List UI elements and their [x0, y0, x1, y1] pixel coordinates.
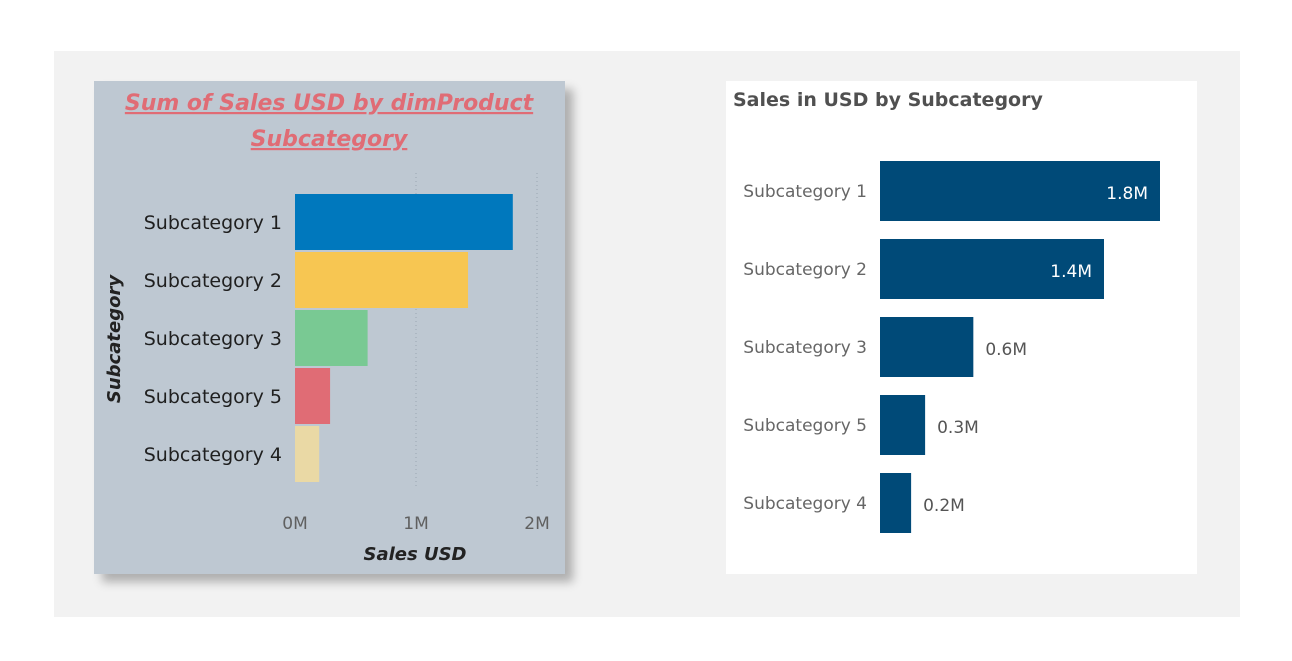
- chart-title-line-1: Sum of Sales USD by dimProduct: [125, 91, 535, 116]
- category-label: Subcategory 1: [144, 212, 282, 234]
- category-label: Subcategory 2: [743, 260, 867, 280]
- category-label: Subcategory 1: [743, 182, 867, 202]
- category-label: Subcategory 5: [743, 416, 867, 436]
- category-label: Subcategory 2: [144, 270, 282, 292]
- chart-title-line-2: Subcategory: [251, 127, 409, 152]
- bar[interactable]: [295, 368, 331, 424]
- sales-by-subcategory-chart-left[interactable]: Sum of Sales USD by dimProduct Subcategor…: [94, 81, 565, 574]
- category-label: Subcategory 3: [144, 328, 282, 350]
- category-label: Subcategory 4: [743, 494, 867, 514]
- data-label: 1.8M: [1106, 184, 1148, 204]
- category-label: Subcategory 4: [144, 444, 282, 466]
- bar[interactable]: [880, 395, 926, 455]
- sales-by-subcategory-chart-right[interactable]: Sales in USD by Subcategory Subcategory 1…: [726, 81, 1197, 574]
- category-label: Subcategory 5: [144, 386, 282, 408]
- chart-title: Sales in USD by Subcategory: [733, 89, 1043, 111]
- x-tick-label: 0M: [282, 514, 307, 534]
- category-label: Subcategory 3: [743, 338, 867, 358]
- x-tick-label: 2M: [524, 514, 549, 534]
- bar[interactable]: [880, 473, 912, 533]
- bar[interactable]: [880, 161, 1160, 221]
- bar[interactable]: [295, 194, 513, 250]
- bar[interactable]: [295, 426, 320, 482]
- data-label: 1.4M: [1050, 262, 1092, 282]
- data-label: 0.3M: [937, 418, 979, 438]
- x-axis-title: Sales USD: [364, 544, 467, 565]
- data-label: 0.2M: [923, 496, 965, 516]
- y-axis-title: Subcategory: [104, 274, 125, 403]
- bar[interactable]: [295, 252, 469, 308]
- bar[interactable]: [880, 317, 974, 377]
- bar[interactable]: [880, 239, 1104, 299]
- bar[interactable]: [295, 310, 368, 366]
- chart-right-svg: Sales in USD by Subcategory Subcategory 1…: [733, 89, 1160, 533]
- x-tick-label: 1M: [403, 514, 428, 534]
- data-label: 0.6M: [985, 340, 1027, 360]
- chart-left-svg: Sum of Sales USD by dimProduct Subcategor…: [104, 91, 550, 565]
